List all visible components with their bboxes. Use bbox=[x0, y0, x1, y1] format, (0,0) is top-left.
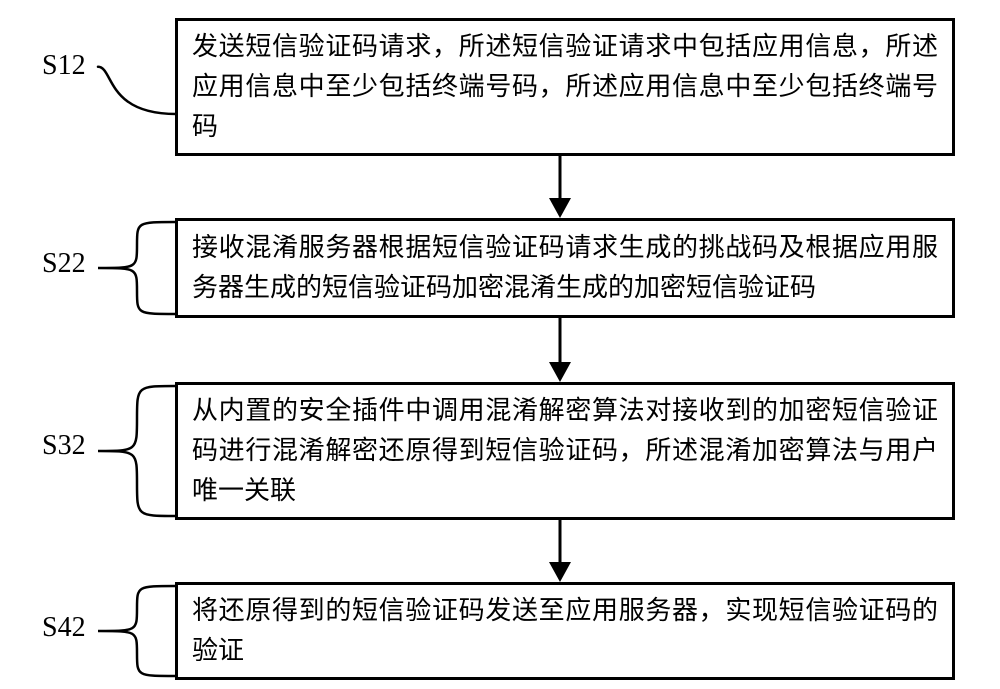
flow-arrow-3 bbox=[547, 520, 573, 584]
step-label-S42: S42 bbox=[42, 612, 86, 644]
step-brace-S42 bbox=[98, 577, 176, 685]
step-brace-S22 bbox=[98, 213, 176, 323]
step-text-S32: 从内置的安全插件中调用混淆解密算法对接收到的加密短信验证码进行混淆解密还原得到短… bbox=[192, 391, 938, 511]
step-box-S42: 将还原得到的短信验证码发送至应用服务器，实现短信验证码的验证 bbox=[175, 582, 955, 680]
step-text-S22: 接收混淆服务器根据短信验证码请求生成的挑战码及根据应用服务器生成的短信验证码加密… bbox=[192, 228, 938, 308]
step-brace-S32 bbox=[98, 377, 176, 525]
step-label-S32: S32 bbox=[42, 430, 86, 462]
step-text-S12: 发送短信验证码请求，所述短信验证请求中包括应用信息，所述应用信息中至少包括终端号… bbox=[192, 27, 938, 147]
flow-arrow-2 bbox=[547, 318, 573, 384]
step-brace-S12 bbox=[98, 65, 176, 155]
step-label-S12: S12 bbox=[42, 50, 86, 82]
flowchart-canvas: S12 发送短信验证码请求，所述短信验证请求中包括应用信息，所述应用信息中至少包括… bbox=[0, 0, 1000, 689]
step-box-S22: 接收混淆服务器根据短信验证码请求生成的挑战码及根据应用服务器生成的短信验证码加密… bbox=[175, 218, 955, 318]
step-box-S12: 发送短信验证码请求，所述短信验证请求中包括应用信息，所述应用信息中至少包括终端号… bbox=[175, 18, 955, 156]
step-text-S42: 将还原得到的短信验证码发送至应用服务器，实现短信验证码的验证 bbox=[192, 591, 938, 671]
step-label-S22: S22 bbox=[42, 248, 86, 280]
flow-arrow-1 bbox=[547, 156, 573, 220]
step-box-S32: 从内置的安全插件中调用混淆解密算法对接收到的加密短信验证码进行混淆解密还原得到短… bbox=[175, 382, 955, 520]
